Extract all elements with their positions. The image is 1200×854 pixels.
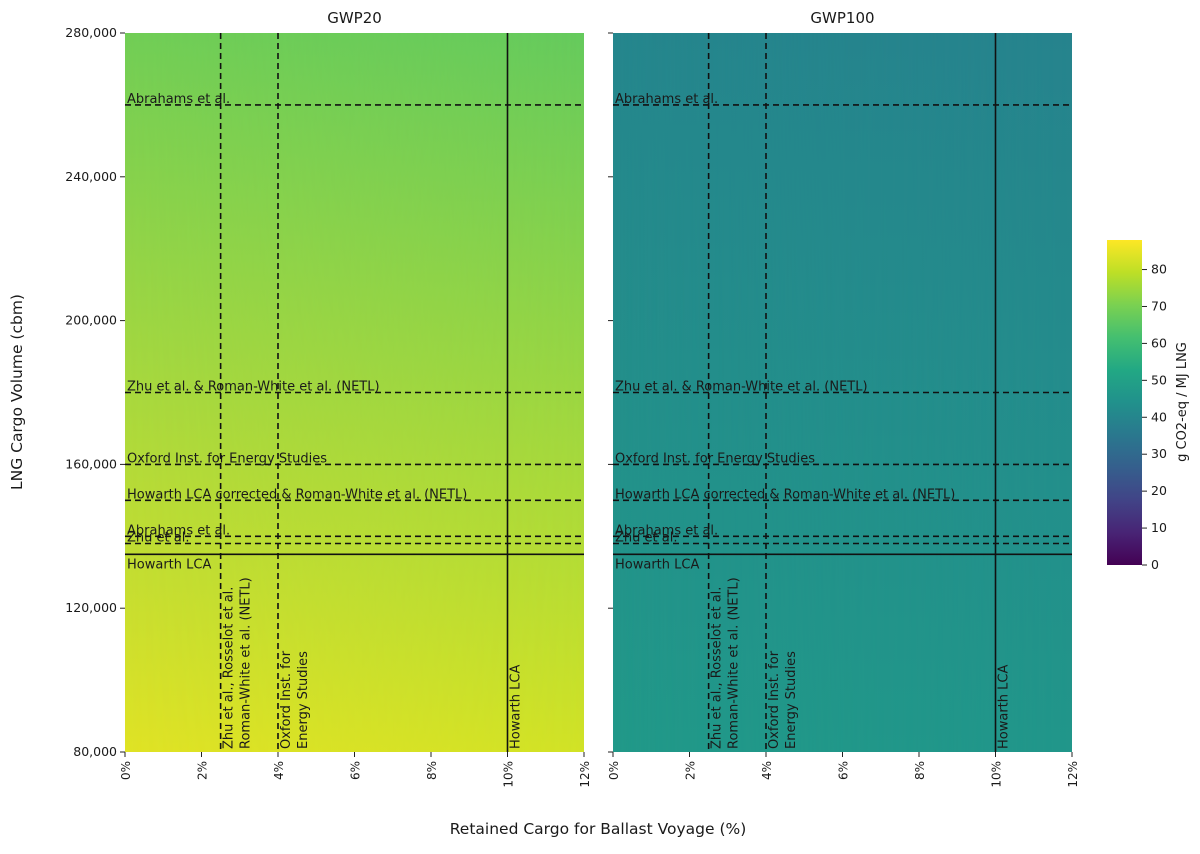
reference-line-label: Oxford Inst. for bbox=[279, 650, 294, 749]
reference-line-label: Howarth LCA bbox=[615, 557, 699, 572]
reference-line-label: Oxford Inst. for Energy Studies bbox=[615, 451, 815, 466]
x-tick-label: 0% bbox=[607, 761, 621, 780]
x-tick-label: 12% bbox=[578, 761, 592, 788]
colorbar-tick-label: 20 bbox=[1151, 483, 1167, 498]
reference-line-label: Oxford Inst. for Energy Studies bbox=[127, 451, 327, 466]
y-tick-label: 120,000 bbox=[65, 600, 117, 615]
y-tick-label: 280,000 bbox=[65, 25, 117, 40]
reference-line-label: Zhu et al., Rosselot et al. bbox=[710, 587, 725, 749]
reference-line-label: Zhu et al. bbox=[127, 530, 189, 545]
x-tick-label: 10% bbox=[990, 761, 1004, 788]
y-tick-label: 80,000 bbox=[73, 744, 117, 759]
y-tick-label: 200,000 bbox=[65, 313, 117, 328]
reference-line-label: Energy Studies bbox=[296, 651, 311, 749]
colorbar-label: g CO2-eq / MJ LNG bbox=[1175, 342, 1190, 462]
y-tick-label: 240,000 bbox=[65, 169, 117, 184]
colorbar-tick-label: 70 bbox=[1151, 298, 1167, 313]
colorbar-tick-label: 10 bbox=[1151, 520, 1167, 535]
x-tick-label: 10% bbox=[502, 761, 516, 788]
colorbar: 0 10 20 30 40 50 60 70 80 g CO2-eq / MJ LNG bbox=[1107, 240, 1190, 572]
reference-line-label: Oxford Inst. for bbox=[767, 650, 782, 749]
panel-gwp20: GWP20 0% 2% 4% 6% 8% 10% 12% 80,000 120,000 160,00… bbox=[65, 9, 592, 788]
reference-line-label: Abrahams et al. bbox=[615, 523, 718, 538]
x-tick-label: 4% bbox=[272, 761, 286, 780]
colorbar-tick-label: 80 bbox=[1151, 262, 1167, 277]
x-tick-label: 12% bbox=[1066, 761, 1080, 788]
reference-line-label: Abrahams et al. bbox=[127, 92, 230, 107]
reference-line-label: Howarth LCA bbox=[509, 665, 524, 749]
x-tick-label: 0% bbox=[119, 761, 133, 780]
colorbar-tick-label: 60 bbox=[1151, 335, 1167, 350]
x-tick-label: 4% bbox=[760, 761, 774, 780]
reference-line-label: Roman-White et al. (NETL) bbox=[239, 577, 254, 749]
x-tick-label: 2% bbox=[196, 761, 210, 780]
y-axis-label: LNG Cargo Volume (cbm) bbox=[8, 294, 26, 490]
reference-line-label: Howarth LCA corrected & Roman-White et a… bbox=[615, 487, 955, 502]
colorbar-tick-label: 30 bbox=[1151, 446, 1167, 461]
x-tick-label: 6% bbox=[349, 761, 363, 780]
x-tick-label: 8% bbox=[425, 761, 439, 780]
reference-line-label: Zhu et al. & Roman-White et al. (NETL) bbox=[127, 380, 380, 395]
colorbar-tick-label: 0 bbox=[1151, 557, 1159, 572]
reference-line-label: Zhu et al., Rosselot et al. bbox=[222, 587, 237, 749]
colorbar-tick-label: 40 bbox=[1151, 409, 1167, 424]
reference-line-label: Howarth LCA bbox=[127, 557, 211, 572]
reference-line-label: Zhu et al. bbox=[615, 530, 677, 545]
reference-line-label: Energy Studies bbox=[784, 651, 799, 749]
reference-line-label: Zhu et al. & Roman-White et al. (NETL) bbox=[615, 380, 868, 395]
reference-line-label: Abrahams et al. bbox=[615, 92, 718, 107]
reference-line-label: Roman-White et al. (NETL) bbox=[727, 577, 742, 749]
reference-line-label: Abrahams et al. bbox=[127, 523, 230, 538]
reference-line-label: Howarth LCA bbox=[997, 665, 1012, 749]
y-tick-label: 160,000 bbox=[65, 456, 117, 471]
colorbar-fill bbox=[1107, 240, 1142, 565]
reference-line-label: Howarth LCA corrected & Roman-White et a… bbox=[127, 487, 467, 502]
x-axis-label: Retained Cargo for Ballast Voyage (%) bbox=[450, 820, 747, 838]
panel-title: GWP20 bbox=[327, 9, 382, 27]
x-tick-label: 8% bbox=[913, 761, 927, 780]
x-tick-label: 2% bbox=[684, 761, 698, 780]
panel-title: GWP100 bbox=[810, 9, 874, 27]
x-tick-label: 6% bbox=[837, 761, 851, 780]
colorbar-tick-label: 50 bbox=[1151, 372, 1167, 387]
